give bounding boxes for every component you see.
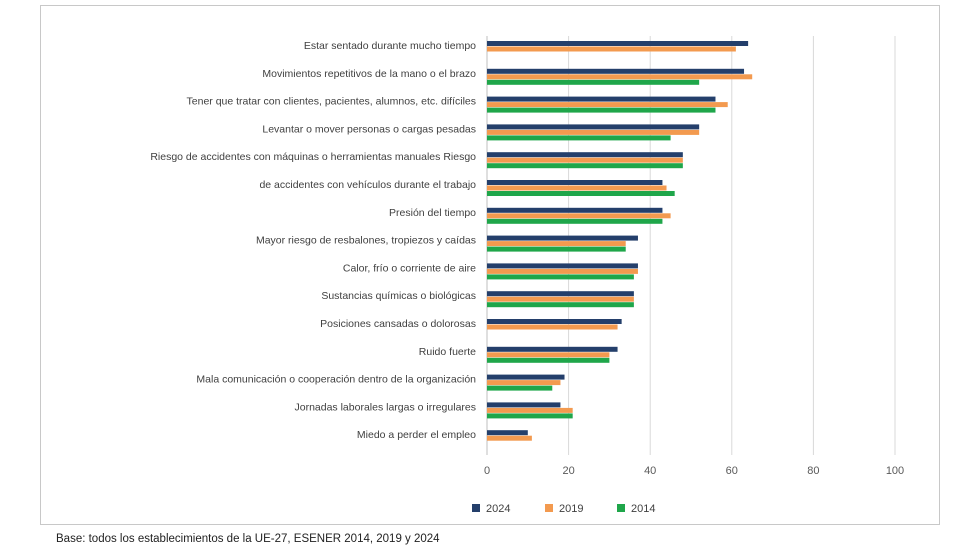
bar-2019 — [487, 435, 532, 441]
bar-2014 — [487, 302, 634, 308]
legend-swatch-2014 — [617, 504, 625, 512]
bar-2014 — [487, 218, 663, 224]
bar-2024 — [487, 96, 716, 102]
bar-2014 — [487, 274, 634, 280]
chart-frame — [40, 5, 940, 525]
x-tick-label: 40 — [644, 465, 656, 477]
bar-2019 — [487, 352, 610, 358]
category-label: Sustancias químicas o biológicas — [321, 290, 476, 302]
category-label: Presión del tiempo — [389, 207, 476, 219]
category-label: Jornadas laborales largas o irregulares — [294, 401, 476, 413]
bar-2014 — [487, 246, 626, 252]
bar-2014 — [487, 385, 553, 391]
category-label: Movimientos repetitivos de la mano o el … — [262, 68, 476, 80]
bar-2014 — [487, 163, 683, 169]
legend-swatch-2024 — [472, 504, 480, 512]
bar-2019 — [487, 241, 626, 247]
category-label: Tener que tratar con clientes, pacientes… — [187, 96, 476, 108]
bar-2019 — [487, 324, 618, 330]
bar-2014 — [487, 107, 716, 113]
category-label: Miedo a perder el empleo — [357, 429, 476, 441]
bar-2024 — [487, 68, 745, 74]
legend-swatch-2019 — [545, 504, 553, 512]
legend-label-2024: 2024 — [486, 503, 510, 515]
bar-2024 — [487, 235, 638, 241]
bar-2014 — [487, 79, 700, 85]
bar-2019 — [487, 129, 700, 135]
category-label: de accidentes con vehículos durante el t… — [259, 179, 476, 191]
bar-2019 — [487, 213, 671, 219]
bar-2024 — [487, 41, 749, 46]
footer-note: Base: todos los establecimientos de la U… — [56, 533, 440, 545]
category-label: Riesgo de accidentes con máquinas o herr… — [150, 151, 476, 163]
x-tick-label: 0 — [484, 465, 490, 477]
x-tick-label: 80 — [807, 465, 819, 477]
category-label: Ruido fuerte — [419, 346, 476, 358]
bar-2024 — [487, 374, 565, 380]
bar-2014 — [487, 357, 610, 363]
bar-2014 — [487, 135, 671, 141]
legend-label-2014: 2014 — [631, 503, 655, 515]
bar-2014 — [487, 413, 573, 419]
category-label: Mala comunicación o cooperación dentro d… — [196, 374, 476, 386]
category-label: Levantar o mover personas o cargas pesad… — [262, 123, 476, 135]
category-label: Estar sentado durante mucho tiempo — [304, 40, 476, 52]
x-tick-label: 100 — [886, 465, 904, 477]
bar-2024 — [487, 346, 618, 352]
bar-2024 — [487, 152, 683, 158]
bar-2019 — [487, 74, 753, 80]
bar-2019 — [487, 296, 634, 302]
bar-2024 — [487, 291, 634, 297]
bar-2024 — [487, 207, 663, 213]
bar-2019 — [487, 380, 561, 386]
legend-label-2019: 2019 — [559, 503, 583, 515]
bar-2019 — [487, 407, 573, 413]
x-tick-label: 60 — [726, 465, 738, 477]
bar-2024 — [487, 263, 638, 269]
bar-2019 — [487, 268, 638, 274]
bar-2024 — [487, 402, 561, 408]
bar-2019 — [487, 102, 728, 108]
bar-2014 — [487, 191, 675, 196]
bar-2019 — [487, 46, 736, 52]
bar-2024 — [487, 180, 663, 185]
category-label: Mayor riesgo de resbalones, tropiezos y … — [256, 235, 476, 247]
bar-2024 — [487, 430, 528, 436]
category-label: Posiciones cansadas o dolorosas — [320, 318, 476, 330]
bar-2024 — [487, 319, 622, 324]
bar-2019 — [487, 185, 667, 191]
bar-2019 — [487, 157, 683, 163]
category-label: Calor, frío o corriente de aire — [343, 262, 476, 274]
x-tick-label: 20 — [562, 465, 574, 477]
bar-2024 — [487, 124, 700, 130]
